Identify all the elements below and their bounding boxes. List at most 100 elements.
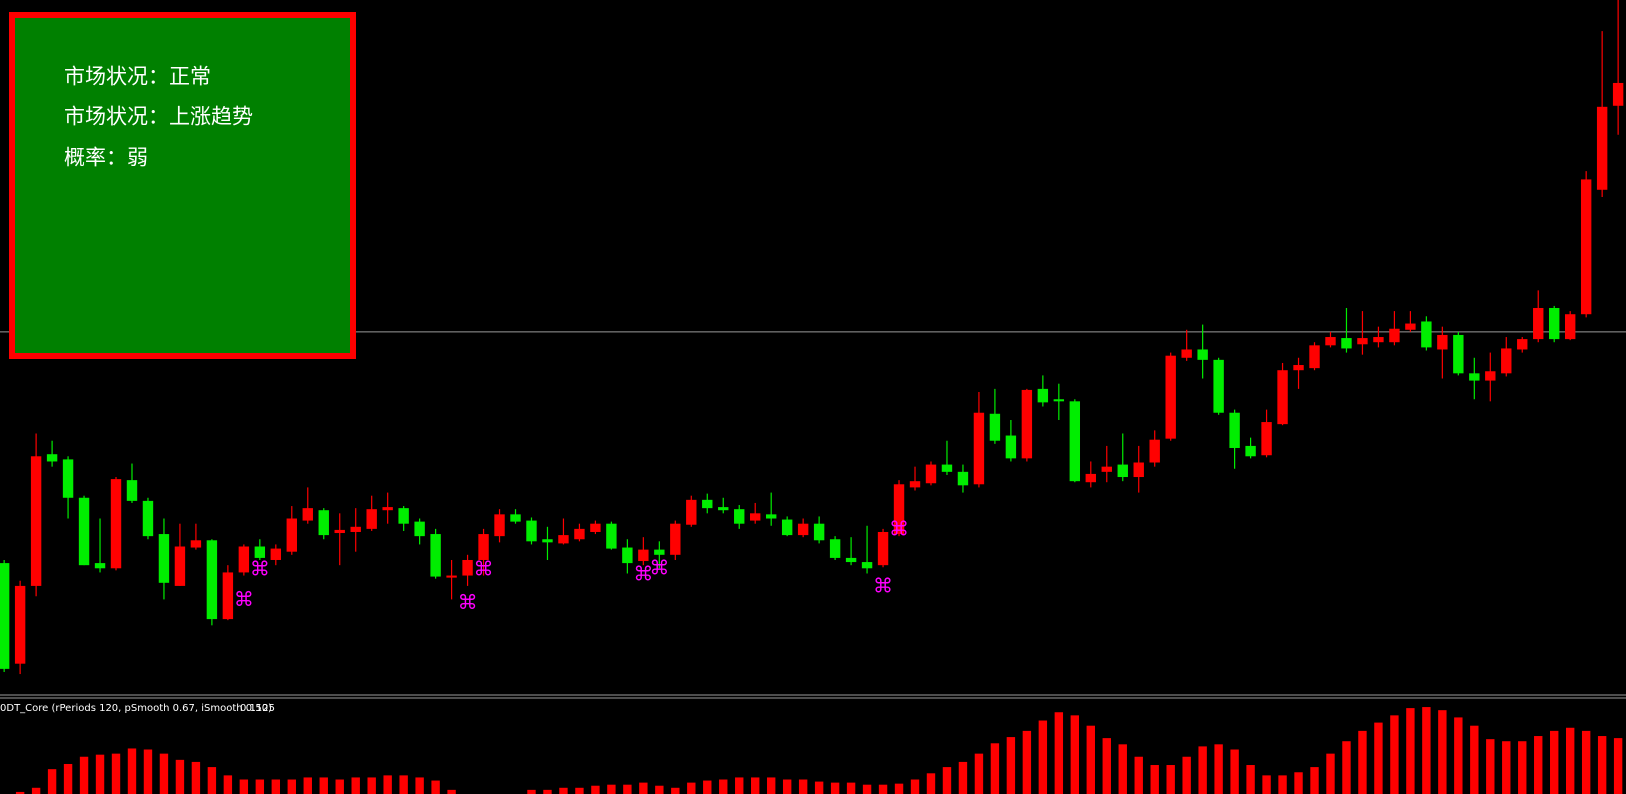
indicator-bar <box>1581 730 1591 794</box>
candle-body <box>861 562 873 569</box>
indicator-bar <box>63 763 73 794</box>
indicator-bar <box>415 777 424 794</box>
indicator-bar <box>207 767 217 794</box>
indicator-bar <box>383 775 392 794</box>
candle-body <box>606 523 617 549</box>
indicator-bar <box>1406 708 1415 794</box>
indicator-bar <box>1502 741 1511 794</box>
candle-body <box>94 563 106 569</box>
indicator-bar <box>1262 775 1271 794</box>
candle-body <box>398 508 409 524</box>
candle-body <box>1149 439 1160 463</box>
indicator-bar <box>303 777 312 794</box>
candle-body <box>542 539 553 543</box>
indicator-bar <box>1102 738 1111 794</box>
info-box: 市场状况：正常 市场状况：上涨趋势 概率：弱 <box>9 12 356 359</box>
indicator-bar <box>255 779 265 794</box>
candle-body <box>446 575 457 578</box>
indicator-bar <box>926 773 936 794</box>
candle-body <box>925 464 937 484</box>
indicator-bar <box>1470 725 1479 794</box>
indicator-bar <box>367 777 376 794</box>
candle-body <box>750 513 761 521</box>
candle-body <box>526 520 537 542</box>
candle-body <box>813 523 825 541</box>
candle-body <box>973 412 985 485</box>
candle-body <box>1453 334 1464 374</box>
indicator-bar <box>559 787 568 794</box>
indicator-bar <box>798 779 808 794</box>
info-line: 市场状况：正常 <box>64 65 211 89</box>
indicator-value: 0.1125 <box>240 703 275 714</box>
indicator-bar <box>143 749 153 794</box>
indicator-bar <box>159 753 169 794</box>
indicator-bar <box>671 787 680 794</box>
candle-body <box>1373 337 1384 343</box>
indicator-bar <box>1422 707 1431 794</box>
candle-body <box>1405 323 1416 330</box>
candle-body <box>222 572 234 620</box>
indicator-bar <box>814 781 824 794</box>
candle-body <box>110 479 122 569</box>
candle-body <box>1277 370 1288 425</box>
candle-body <box>1501 348 1512 374</box>
candle-body <box>1517 339 1528 350</box>
candle-body <box>366 509 377 529</box>
indicator-bar <box>351 777 360 794</box>
pattern-marker: ⌘ <box>889 517 909 541</box>
indicator-bar <box>1310 767 1319 794</box>
candle-body <box>14 585 26 664</box>
indicator-bar <box>703 780 712 794</box>
indicator-bar <box>1454 717 1463 794</box>
indicator-bar <box>846 782 856 794</box>
pattern-marker: ⌘ <box>234 587 254 611</box>
indicator-bar <box>431 780 440 794</box>
candle-body <box>686 499 697 525</box>
info-box-frame <box>9 12 356 359</box>
indicator-bar <box>1070 715 1080 794</box>
candle-body <box>1612 82 1624 106</box>
pattern-marker: ⌘ <box>250 556 270 580</box>
candle-body <box>494 514 505 537</box>
candle-body <box>1181 349 1192 358</box>
indicator-bar <box>910 779 920 794</box>
pattern-marker: ⌘ <box>474 556 494 580</box>
indicator-bar <box>1565 727 1575 794</box>
candle-body <box>286 518 297 552</box>
indicator-bar <box>1166 765 1175 794</box>
candle-body <box>1133 462 1144 478</box>
candle-body <box>1197 349 1208 360</box>
candle-body <box>957 471 969 486</box>
indicator-bar <box>31 787 41 794</box>
pattern-marker: ⌘ <box>633 562 653 586</box>
candle-body <box>62 459 74 498</box>
indicator-bar <box>942 767 952 794</box>
candle-body <box>829 539 841 558</box>
indicator-bar <box>1390 715 1399 794</box>
candle-body <box>1437 334 1448 350</box>
indicator-bar <box>175 759 185 794</box>
indicator-bar <box>655 785 664 794</box>
indicator-bar <box>1054 712 1064 794</box>
candle-body <box>430 534 441 577</box>
indicator-bar <box>1550 730 1559 794</box>
candle-body <box>270 548 282 560</box>
pattern-marker: ⌘ <box>458 590 478 614</box>
candle-body <box>765 514 777 519</box>
indicator-bar <box>894 783 904 794</box>
info-line: 市场状况：上涨趋势 <box>64 105 253 129</box>
candle-body <box>1101 466 1112 472</box>
indicator-bar <box>1038 720 1048 794</box>
indicator-bar <box>271 779 281 794</box>
indicator-bar <box>335 779 344 794</box>
candle-body <box>190 540 202 548</box>
indicator-bar <box>1022 730 1032 794</box>
indicator-bar <box>639 782 648 794</box>
candle-body <box>1533 307 1544 340</box>
candle-body <box>1389 328 1400 343</box>
candle-body <box>46 454 58 462</box>
indicator-bar <box>1294 772 1303 794</box>
candle-body <box>893 484 905 535</box>
indicator-bar <box>623 784 632 794</box>
